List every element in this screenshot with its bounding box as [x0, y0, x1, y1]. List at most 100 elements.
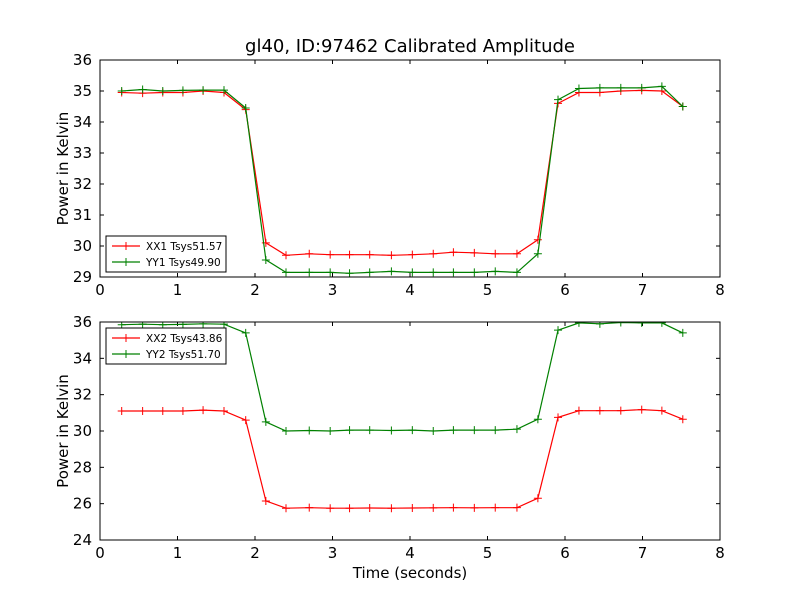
series-group [117, 322, 687, 513]
x-tick-label: 2 [250, 281, 260, 299]
y-tick-label: 32 [73, 175, 92, 193]
data-point [449, 248, 458, 257]
data-point [616, 83, 625, 92]
y-tick-label: 24 [73, 531, 92, 549]
data-point [241, 328, 250, 337]
y-tick-label: 36 [73, 313, 92, 331]
data-point [470, 248, 479, 257]
data-point [678, 102, 687, 111]
y-tick-label: 32 [73, 386, 92, 404]
legend-label: XX1 Tsys51.57 [146, 241, 222, 253]
data-point [138, 407, 147, 416]
y-axis-label: Power in Kelvin [54, 112, 72, 226]
x-tick-label: 6 [560, 281, 570, 299]
x-tick-label: 7 [638, 281, 648, 299]
data-point [512, 425, 521, 434]
data-point [365, 250, 374, 259]
legend-label: YY2 Tsys51.70 [145, 349, 221, 361]
data-point [326, 268, 335, 277]
data-point [449, 426, 458, 435]
data-point [429, 503, 438, 512]
data-point [158, 407, 167, 416]
y-tick-label: 26 [73, 495, 92, 513]
x-tick-label: 0 [95, 281, 105, 299]
series-line-1 [121, 89, 684, 256]
y-tick-label: 35 [73, 82, 92, 100]
data-point [345, 269, 354, 277]
data-point [305, 426, 314, 435]
data-point [533, 235, 542, 244]
data-point [533, 494, 542, 503]
data-point [554, 95, 563, 104]
data-point [637, 405, 646, 414]
data-point [178, 407, 187, 416]
data-point [574, 322, 583, 327]
x-axis-label: Time (seconds) [352, 564, 468, 582]
legend-marker [122, 334, 130, 342]
x-tick-label: 6 [560, 544, 570, 562]
x-tick-label: 8 [715, 281, 725, 299]
data-point [282, 427, 290, 435]
data-point [220, 86, 228, 95]
data-point [282, 268, 290, 277]
data-point [408, 250, 417, 259]
legend: XX1 Tsys51.57 YY1 Tsys49.90 [105, 235, 227, 273]
data-point [220, 322, 228, 329]
data-point [199, 406, 208, 415]
data-point [387, 504, 396, 513]
x-tick-label: 3 [328, 281, 338, 299]
series-group [117, 82, 687, 277]
data-point [326, 504, 335, 513]
data-point [282, 504, 290, 513]
data-point [345, 504, 354, 513]
series-line-1 [121, 408, 684, 509]
data-point [365, 504, 374, 513]
data-point [574, 84, 583, 93]
y-tick-label: 31 [73, 206, 92, 224]
data-point [408, 426, 417, 435]
data-point [533, 249, 542, 258]
x-tick-label: 7 [638, 544, 648, 562]
data-point [326, 250, 335, 259]
data-point [138, 322, 147, 329]
data-point [241, 104, 250, 113]
x-tick-label: 3 [328, 544, 338, 562]
data-point [429, 268, 438, 277]
legend: XX2 Tsys43.86 YY2 Tsys51.70 [105, 327, 227, 365]
data-point [678, 415, 687, 424]
data-point [678, 328, 687, 337]
data-point [491, 249, 500, 258]
data-point [554, 326, 563, 335]
data-point [387, 426, 396, 435]
y-axis-label: Power in Kelvin [54, 374, 72, 488]
y-tick-label: 34 [73, 113, 92, 131]
data-point [512, 503, 521, 512]
data-point [491, 426, 500, 435]
data-point [282, 251, 290, 260]
data-point [387, 267, 396, 276]
y-tick-label: 29 [73, 268, 92, 286]
data-point [305, 503, 314, 512]
data-point [595, 322, 604, 328]
y-tick-label: 36 [73, 51, 92, 69]
data-point [220, 407, 228, 416]
legend-marker [122, 242, 130, 250]
x-tick-label: 0 [95, 544, 105, 562]
data-point [657, 82, 666, 91]
data-point [305, 268, 314, 277]
data-point [261, 255, 270, 264]
data-point [261, 496, 270, 505]
data-point [637, 322, 646, 327]
x-tick-label: 4 [405, 544, 415, 562]
data-point [117, 407, 126, 416]
data-point [449, 503, 458, 512]
data-point [117, 87, 126, 95]
data-point [305, 249, 314, 258]
data-point [491, 503, 500, 512]
figure-title: gl40, ID:97462 Calibrated Amplitude [245, 36, 575, 57]
series-line-2 [121, 85, 684, 274]
data-point [554, 413, 563, 422]
